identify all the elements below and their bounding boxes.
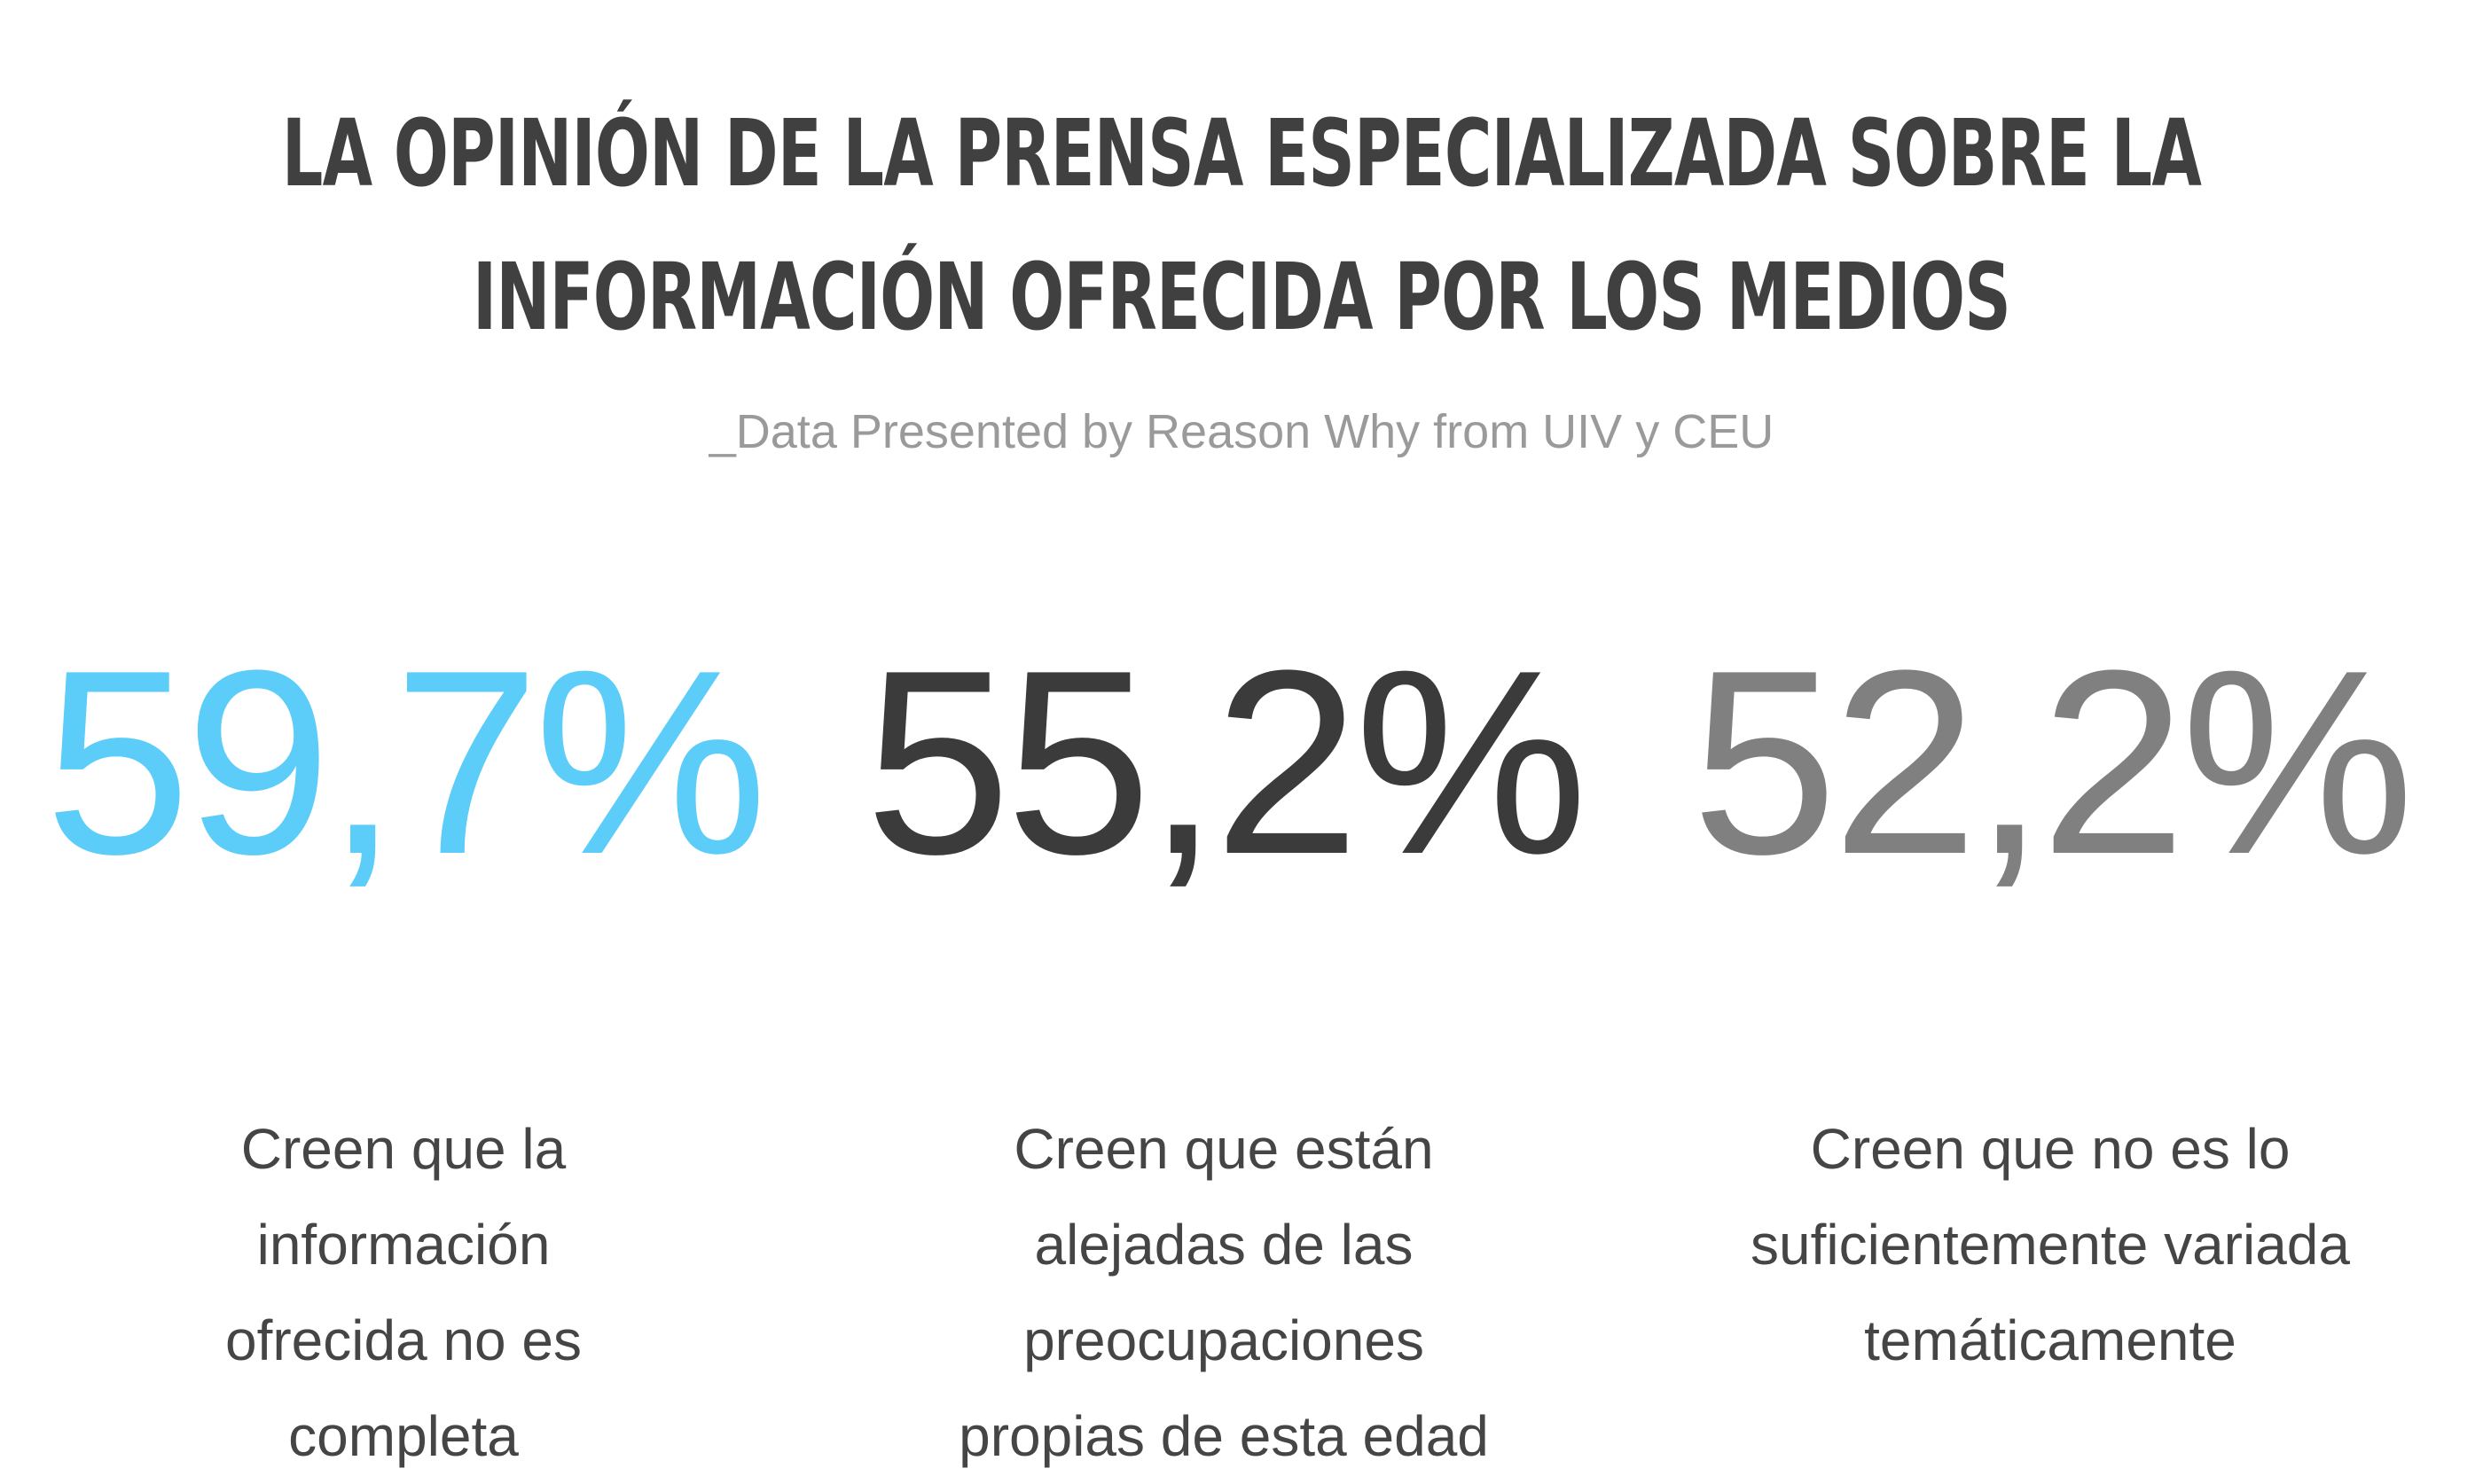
title-line-1: LA OPINIÓN DE LA PRENSA ESPECIALIZADA SO… [281,99,2202,207]
infographic-page: LA OPINIÓN DE LA PRENSA ESPECIALIZADA SO… [44,82,2449,1468]
stat-value: 52,2% [1691,615,2414,909]
stat-value: 59,7% [44,615,767,909]
stat-description: Creen que no es lo suficientemente varia… [1751,1117,2350,1372]
stat-value: 55,2% [865,615,1587,909]
page-title: LA OPINIÓN DE LA PRENSA ESPECIALIZADA SO… [273,82,2210,369]
stat-block-not-varied: 52,2% Creen que no es lo suficientemente… [1651,621,2449,1388]
stat-description: Creen que la información ofrecida no es … [224,1117,583,1468]
title-line-2: INFORMACIÓN OFRECIDA POR LOS MEDIOS [473,243,2011,351]
source-subtitle: _Data Presented by Reason Why from UIV y… [709,405,1774,458]
stat-block-incomplete-info: 59,7% Creen que la información ofrecida … [4,621,803,1484]
stat-block-distant-concerns: 55,2% Creen que están alejadas de las pr… [825,621,1623,1484]
stat-description: Creen que están alejadas de las preocupa… [959,1117,1489,1468]
